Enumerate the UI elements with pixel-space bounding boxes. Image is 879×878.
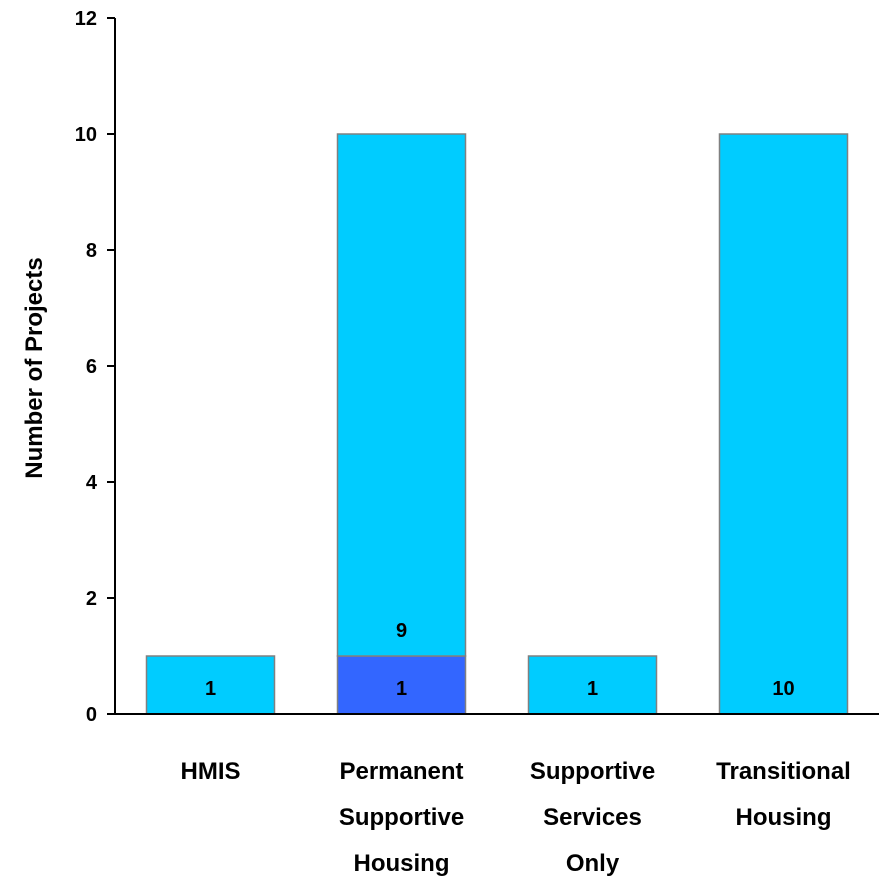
x-tick-label: Permanent Supportive Housing [339,758,464,877]
y-tick-label: 2 [86,588,97,610]
x-tick-label: HMIS [181,758,241,785]
bar-segment [527,655,658,715]
y-tick-label: 10 [75,124,97,146]
y-tick-label: 4 [86,472,98,494]
y-tick-label: 0 [86,704,97,726]
y-tick-label: 12 [75,8,97,30]
bar-segment [336,133,467,657]
y-axis-title: Number of Projects [21,257,48,478]
y-tick-label: 8 [86,240,97,262]
axes-group [107,17,879,715]
bar-segment [718,133,849,715]
data-label: 10 [772,678,794,700]
x-tick-label: Transitional Housing [716,758,851,831]
data-label: 9 [396,620,407,642]
bar-segment [336,655,467,715]
labels-group: 1 1 9 1 10 0 2 4 6 8 10 12 HMIS Permanent Supportive Ho… [75,8,851,877]
data-label: 1 [396,678,407,700]
bar-segment [145,655,276,715]
data-label: 1 [205,678,216,700]
bars-group [145,133,849,715]
y-tick-label: 6 [86,356,97,378]
x-tick-label: Supportive Services Only [530,758,655,877]
data-label: 1 [587,678,598,700]
